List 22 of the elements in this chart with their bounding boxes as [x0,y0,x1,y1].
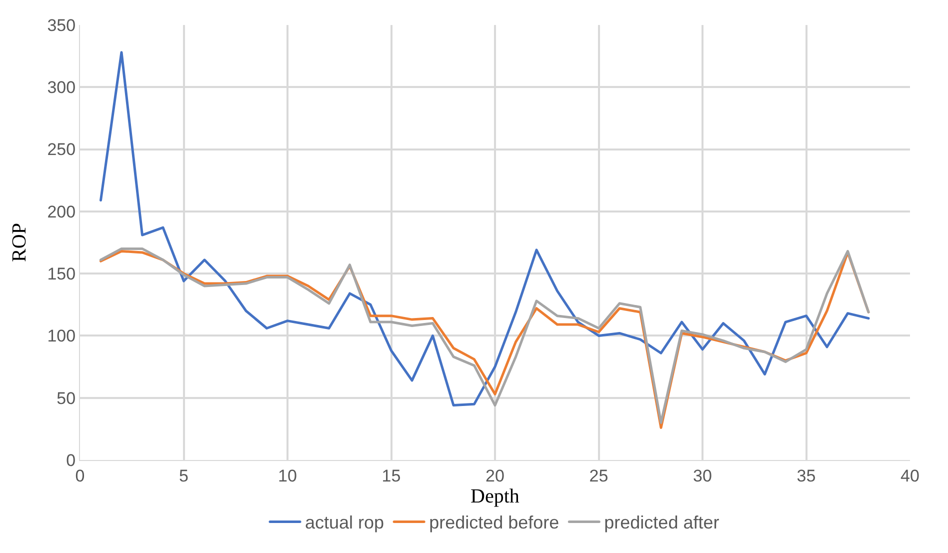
legend-label: actual rop [305,512,384,533]
x-tick-label: 10 [278,466,297,486]
x-tick-label: 40 [900,466,920,486]
y-tick-label: 300 [47,78,76,98]
x-tick-label: 5 [179,466,188,486]
legend-label: predicted before [429,512,560,533]
x-tick-label: 15 [382,466,401,486]
y-axis-title: ROP [8,223,31,262]
line-series [100,51,870,407]
y-tick-label: 0 [66,450,76,470]
y-tick-label: 250 [47,140,76,160]
y-tick-label: 150 [47,264,76,284]
legend-label: predicted after [604,512,720,533]
x-tick-label: 35 [796,466,816,486]
x-axis-title: Depth [470,485,520,508]
y-tick-label: 50 [56,388,76,408]
y-tick-label: 350 [47,16,76,35]
x-tick-label: 30 [693,466,712,486]
y-tick-label: 200 [47,202,76,222]
y-tick-label: 100 [47,326,76,346]
x-tick-label: 25 [589,466,608,486]
x-tick-label: 20 [486,466,504,486]
